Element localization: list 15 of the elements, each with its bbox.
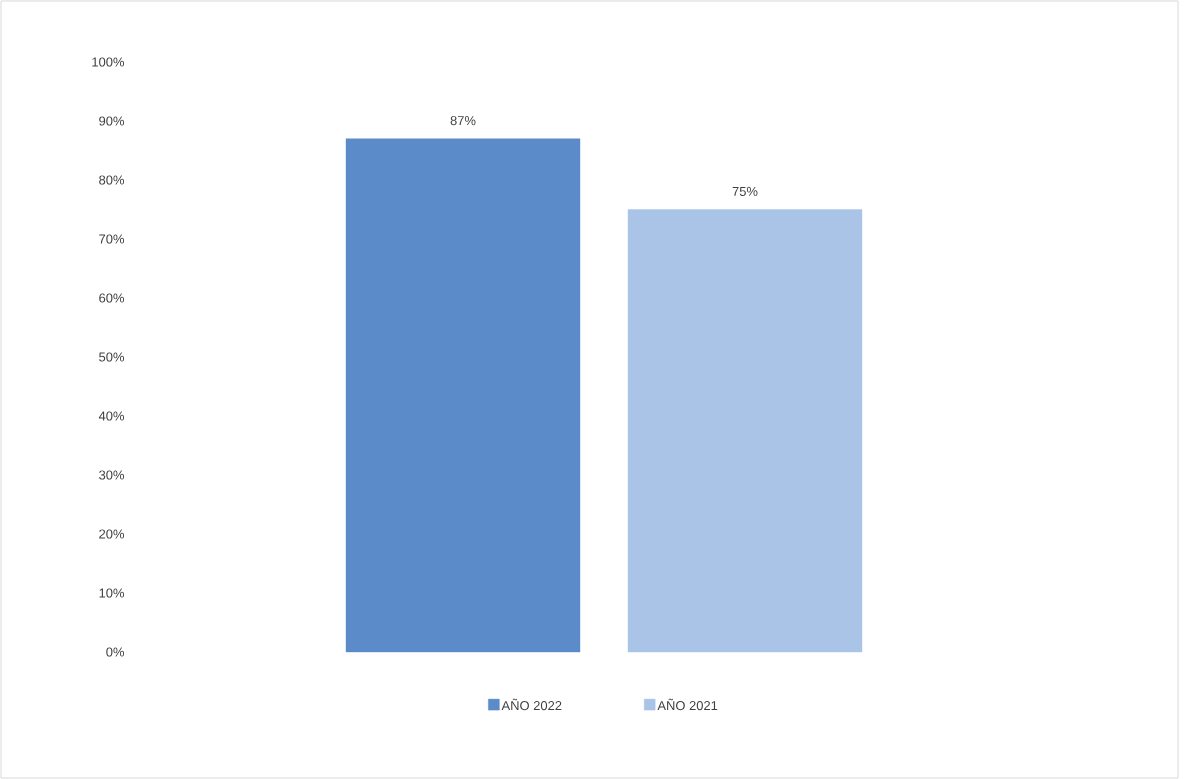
legend-label: AÑO 2022 <box>501 698 562 711</box>
data-label: 87% <box>450 116 476 126</box>
y-tick-label: 60% <box>99 293 125 303</box>
y-tick-label: 30% <box>99 470 125 480</box>
y-tick-label: 0% <box>106 647 125 657</box>
y-tick-label: 70% <box>99 234 125 244</box>
legend-label: AÑO 2021 <box>657 698 718 711</box>
y-tick-label: 90% <box>99 116 125 126</box>
y-tick-label: 20% <box>99 529 125 539</box>
y-tick-label: 10% <box>99 588 125 598</box>
y-tick-label: 80% <box>99 175 125 185</box>
data-label: 75% <box>732 186 758 196</box>
y-tick-label: 50% <box>99 352 125 362</box>
y-tick-label: 40% <box>98 411 125 421</box>
y-tick-label: 100% <box>92 57 125 67</box>
